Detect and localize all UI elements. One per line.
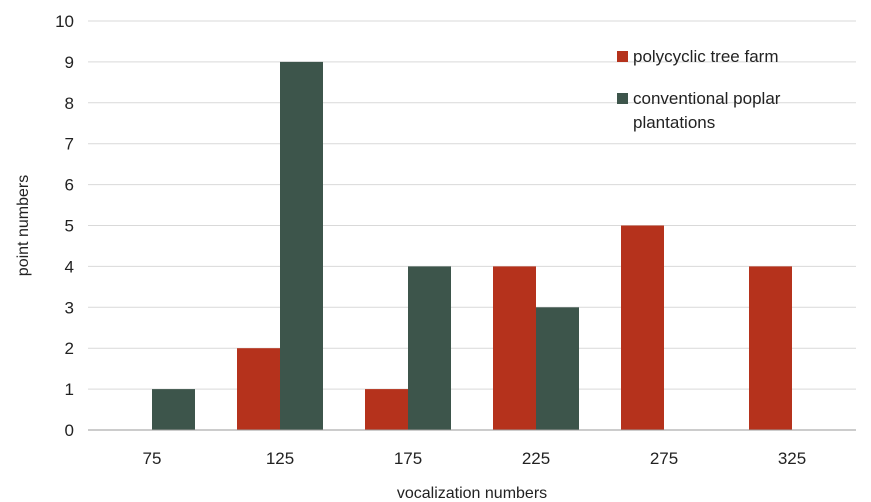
x-tick-label: 75: [143, 449, 162, 468]
y-tick-label: 1: [65, 380, 74, 399]
y-axis-title: point numbers: [15, 175, 32, 276]
bar-polycyclic-175: [365, 389, 408, 430]
y-tick-label: 0: [65, 421, 74, 440]
y-tick-label: 7: [65, 135, 74, 154]
x-tick-label: 325: [778, 449, 806, 468]
legend-label: plantations: [633, 113, 715, 132]
y-tick-label: 6: [65, 176, 74, 195]
bar-polycyclic-225: [493, 266, 536, 430]
x-tick-label: 225: [522, 449, 550, 468]
y-tick-label: 5: [65, 217, 74, 236]
bar-polycyclic-275: [621, 225, 664, 430]
y-tick-label: 3: [65, 298, 74, 317]
bars: [152, 61, 792, 431]
legend-label: conventional poplar: [633, 89, 781, 108]
bar-conventional-225: [536, 307, 579, 430]
legend: polycyclic tree farm conventional poplar p…: [617, 47, 781, 132]
y-tick-label: 10: [55, 12, 74, 31]
bar-polycyclic-125: [237, 348, 280, 430]
y-tick-label: 2: [65, 339, 74, 358]
x-tick-label: 125: [266, 449, 294, 468]
legend-swatch-conventional: [617, 93, 628, 104]
legend-swatch-polycyclic: [617, 51, 628, 62]
x-tick-label: 175: [394, 449, 422, 468]
legend-label: polycyclic tree farm: [633, 47, 778, 66]
x-tick-labels: 75 125 175 225 275 325: [143, 449, 807, 468]
y-tick-label: 9: [65, 53, 74, 72]
y-tick-label: 8: [65, 94, 74, 113]
bar-polycyclic-325: [749, 266, 792, 430]
bar-conventional-75: [152, 389, 195, 430]
x-axis-title: vocalization numbers: [397, 485, 547, 502]
y-tick-labels: 0 1 2 3 4 5 6 7 8 9 10: [55, 12, 74, 440]
x-tick-label: 275: [650, 449, 678, 468]
bar-conventional-125: [280, 61, 323, 431]
y-tick-label: 4: [65, 257, 74, 276]
gridlines: [88, 20, 856, 390]
bar-conventional-175: [408, 266, 451, 430]
